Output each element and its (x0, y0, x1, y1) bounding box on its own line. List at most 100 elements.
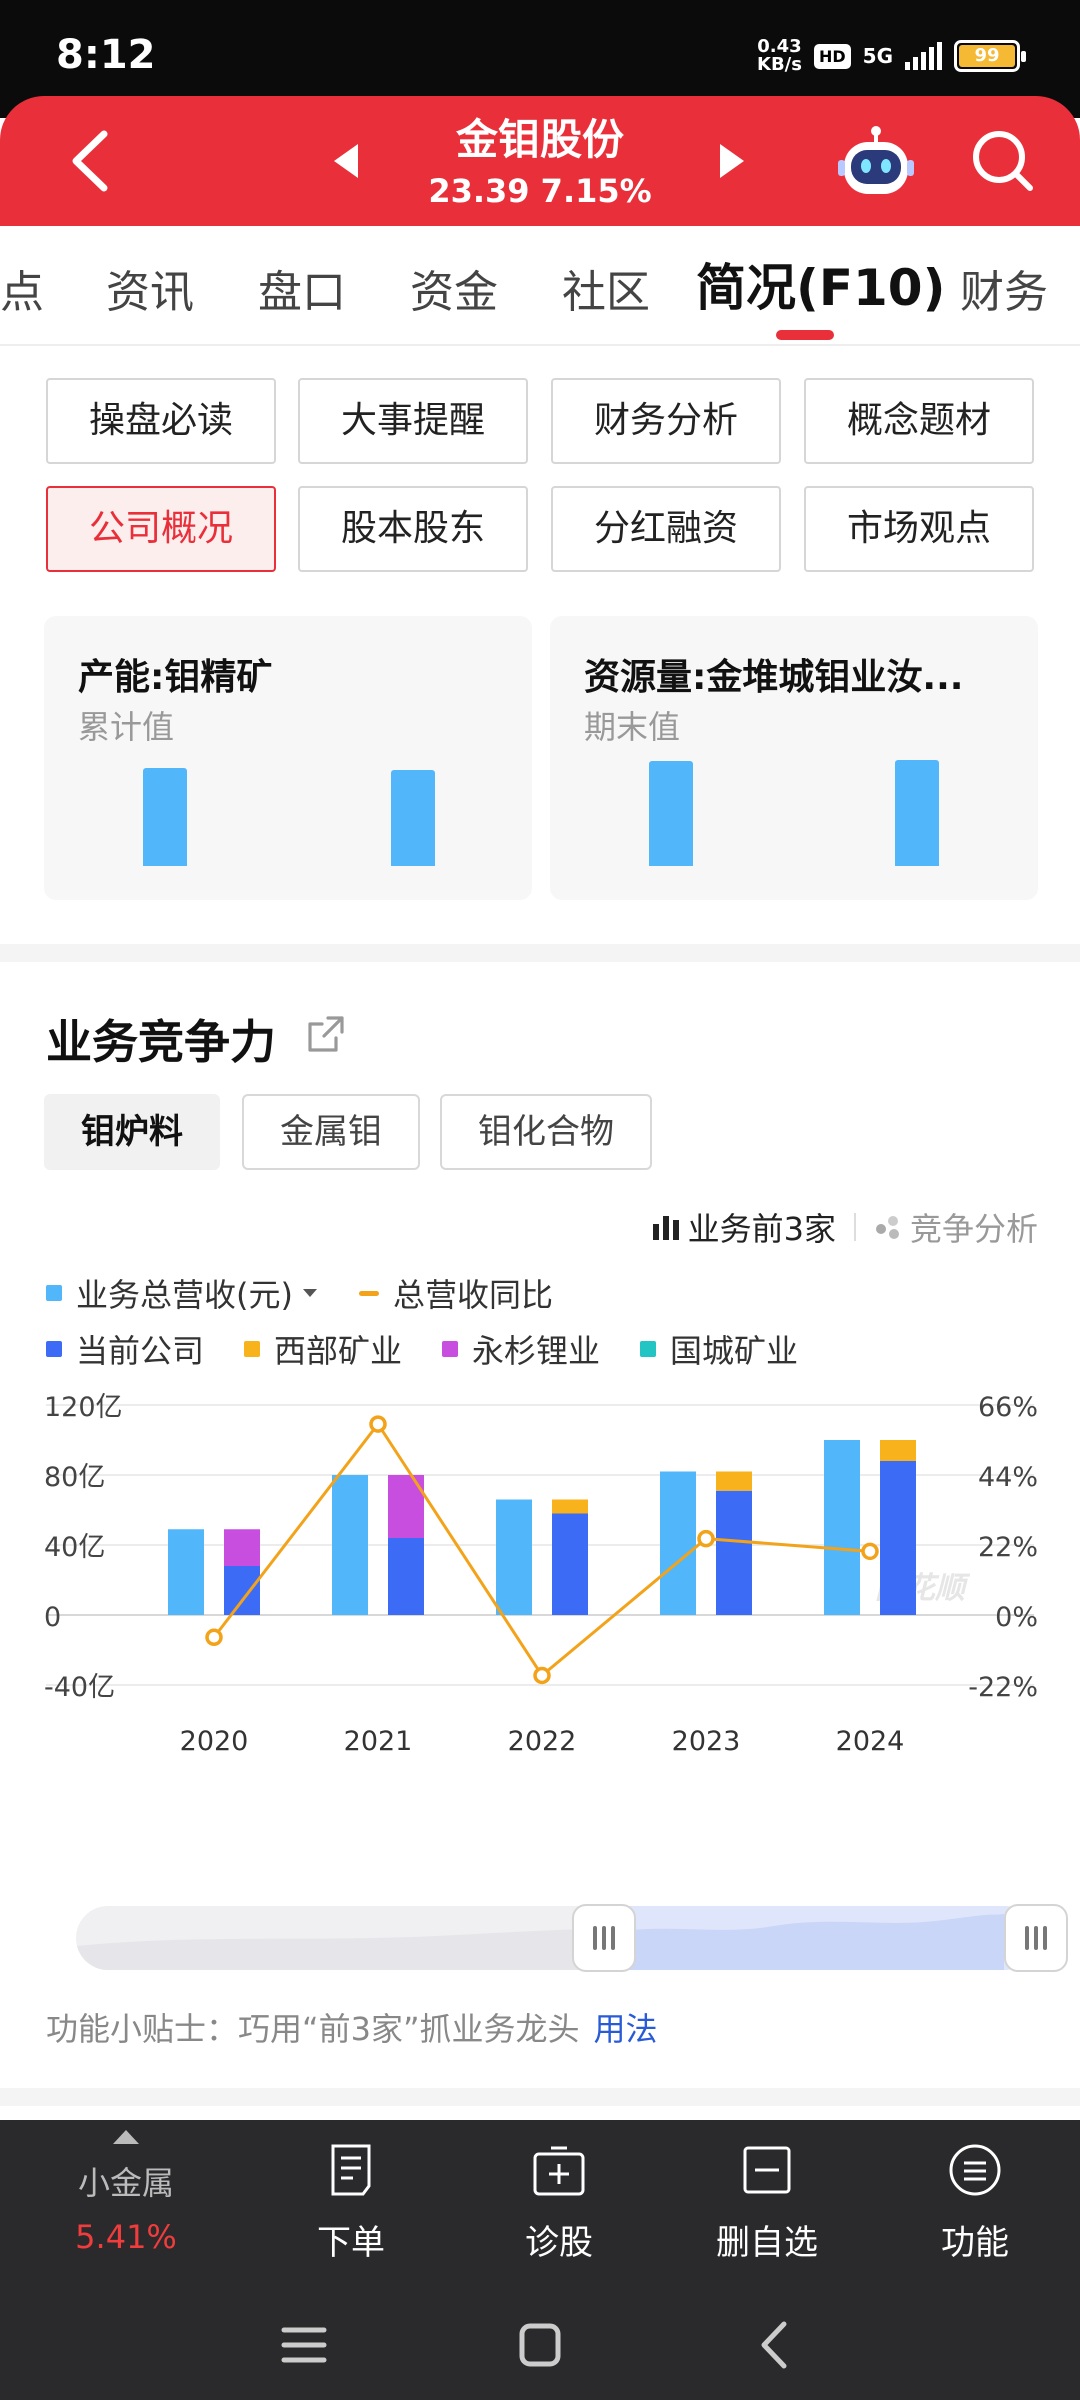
hd-badge: HD (813, 43, 851, 69)
y-right-tick: -22% (968, 1672, 1038, 1703)
external-link-icon[interactable] (306, 1014, 346, 1054)
tab-bar: 点 资讯 盘口 资金 社区 简况(F10) 财务 (0, 226, 1080, 346)
bar-current-company (388, 1538, 424, 1615)
mini-bar (649, 761, 693, 866)
slider-handle-left[interactable] (572, 1904, 636, 1972)
legend-label: 当前公司 (76, 1332, 205, 1370)
bar-total-revenue (496, 1499, 532, 1615)
network-type: 5G (862, 44, 893, 68)
legend-current-company[interactable]: 当前公司 (46, 1326, 204, 1372)
tab-dian[interactable]: 点 (0, 267, 44, 318)
legend-xibu-mining[interactable]: 西部矿业 (244, 1326, 402, 1372)
slider-selection-shape (604, 1914, 1004, 1970)
button-event-reminder[interactable]: 大事提醒 (298, 378, 528, 464)
button-shareholders[interactable]: 股本股东 (298, 486, 528, 572)
speed-unit: KB/s (757, 54, 802, 75)
range-slider-track[interactable] (76, 1906, 1036, 1970)
sector-name: 小金属 (77, 2164, 174, 2202)
legend-label: 永杉锂业 (472, 1332, 601, 1370)
y-left-tick: 40亿 (44, 1532, 105, 1563)
tab-f10-overview[interactable]: 简况(F10) (696, 259, 946, 317)
y-right-tick: 0% (995, 1602, 1038, 1633)
tab-order-book[interactable]: 盘口 (258, 267, 346, 318)
y-left-tick: 120亿 (44, 1392, 123, 1423)
button-financial-analysis[interactable]: 财务分析 (551, 378, 781, 464)
x-tick-label: 2024 (836, 1726, 905, 1757)
diagnose-icon (533, 2146, 585, 2196)
menu-icon[interactable] (264, 2310, 344, 2380)
legend-row-1: 业务总营收(元) 总营收同比 (46, 1270, 593, 1316)
bar-current-company (716, 1490, 752, 1615)
sector-change: 5.41% (75, 2218, 177, 2256)
status-time: 8:12 (56, 32, 156, 78)
button-dividend-financing[interactable]: 分红融资 (551, 486, 781, 572)
slider-handle-right[interactable] (1004, 1904, 1068, 1972)
tab-community[interactable]: 社区 (562, 267, 650, 318)
x-tick-label: 2022 (508, 1726, 577, 1757)
button-company-overview[interactable]: 公司概况 (46, 486, 276, 572)
legend-row-2: 当前公司 西部矿业 永杉锂业 国城矿业 (46, 1326, 838, 1372)
legend-guocheng-mining[interactable]: 国城矿业 (640, 1326, 798, 1372)
bar-total-revenue (168, 1529, 204, 1615)
bar-yongshan-lithium (224, 1529, 260, 1566)
order-button[interactable]: 下单 (276, 2142, 426, 2264)
remove-watchlist-button[interactable]: 删自选 (692, 2142, 842, 2264)
caret-down-icon (302, 1289, 317, 1297)
resource-card[interactable]: 资源量:金堆城钼业汝... 期末值 (550, 616, 1038, 900)
legend-yoy[interactable]: 总营收同比 (358, 1270, 553, 1316)
active-tab-indicator (776, 330, 834, 340)
home-icon[interactable] (500, 2310, 580, 2380)
card-subtitle: 期末值 (584, 708, 681, 746)
bar-total-revenue (660, 1471, 696, 1615)
functions-label: 功能 (941, 2223, 1009, 2263)
chip-moly-metal[interactable]: 金属钼 (242, 1094, 420, 1170)
tips-usage-link[interactable]: 用法 (593, 2010, 658, 2048)
caret-up-icon (113, 2130, 139, 2144)
sector-quote[interactable]: 小金属 5.41% (66, 2130, 186, 2256)
button-trading-must-read[interactable]: 操盘必读 (46, 378, 276, 464)
switch-competition[interactable]: 竞争分析 (874, 1204, 1038, 1250)
diagnose-label: 诊股 (525, 2223, 593, 2263)
yoy-point (697, 1529, 715, 1548)
legend-label: 西部矿业 (274, 1332, 403, 1370)
tips-text: 功能小贴士：巧用“前3家”抓业务龙头 (46, 2010, 580, 2048)
switch-top3[interactable]: 业务前3家 (652, 1204, 836, 1250)
stock-name: 金钼股份 (455, 115, 624, 164)
ai-assistant-robot-icon[interactable] (838, 124, 914, 200)
tab-finance[interactable]: 财务 (960, 267, 1048, 318)
mini-bar (895, 760, 939, 866)
tab-news[interactable]: 资讯 (106, 267, 194, 318)
y-right-tick: 44% (978, 1462, 1038, 1493)
bar-xibu-mining (552, 1499, 588, 1514)
back-arrow-icon[interactable] (62, 126, 122, 196)
legend-swatch (244, 1341, 261, 1357)
bar-current-company (224, 1566, 260, 1615)
stock-price-change: 23.39 7.15% (428, 172, 652, 210)
functions-button[interactable]: 功能 (900, 2142, 1050, 2264)
menu-circle-icon (949, 2144, 1001, 2196)
status-icons: 0.43 KB/s HD 5G 99 (757, 38, 1026, 75)
bar-current-company (552, 1513, 588, 1615)
tab-capital[interactable]: 资金 (410, 267, 498, 318)
order-document-icon (331, 2144, 371, 2196)
chip-moly-compounds[interactable]: 钼化合物 (440, 1094, 652, 1170)
button-concepts[interactable]: 概念题材 (804, 378, 1034, 464)
battery-icon: 99 (954, 40, 1026, 72)
next-stock-icon[interactable] (720, 144, 744, 178)
bar-total-revenue (332, 1475, 368, 1615)
back-icon[interactable] (736, 2310, 816, 2380)
yoy-line (212, 1421, 871, 1678)
prev-stock-icon[interactable] (334, 144, 358, 178)
button-market-views[interactable]: 市场观点 (804, 486, 1034, 572)
switch-competition-label: 竞争分析 (909, 1210, 1038, 1248)
x-tick-label: 2023 (672, 1726, 741, 1757)
y-right-tick: 66% (978, 1392, 1038, 1423)
chip-moly-furnace-charge[interactable]: 钼炉料 (44, 1094, 220, 1170)
capacity-card[interactable]: 产能:钼精矿 累计值 (44, 616, 532, 900)
legend-total-revenue[interactable]: 业务总营收(元) (46, 1270, 319, 1316)
legend-yongshan-lithium[interactable]: 永杉锂业 (442, 1326, 600, 1372)
diagnose-button[interactable]: 诊股 (484, 2142, 634, 2264)
search-icon[interactable] (968, 126, 1038, 196)
view-switch: 业务前3家 竞争分析 (652, 1204, 1038, 1250)
